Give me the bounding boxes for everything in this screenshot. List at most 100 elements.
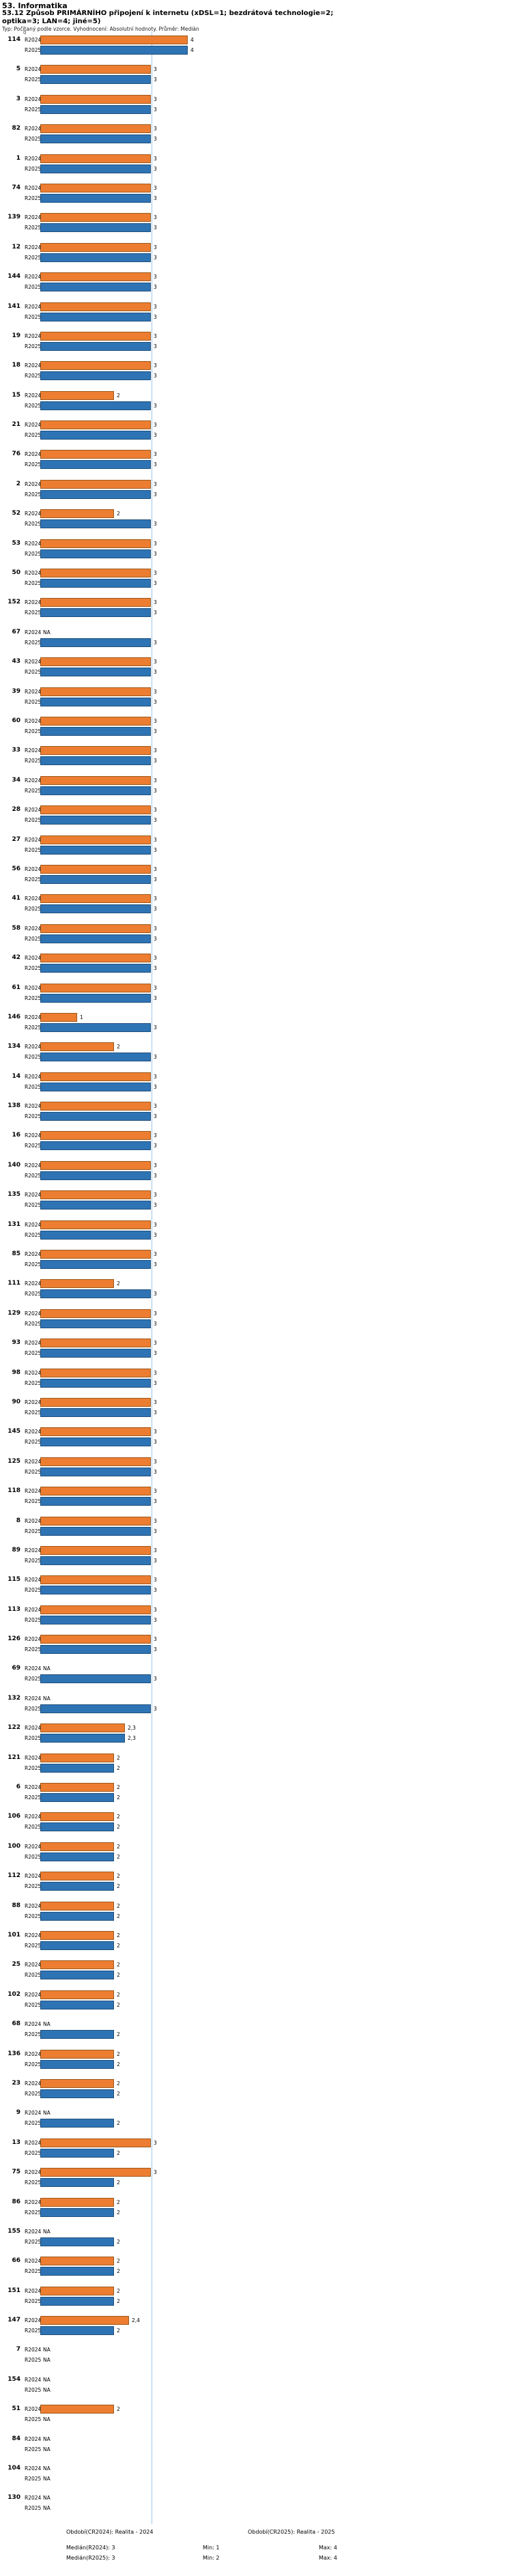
bar-r2024 [40, 1339, 151, 1348]
value-label-r2024: 3 [154, 1251, 157, 1258]
entity-bars: R2024 3 R2025 3 [22, 331, 512, 361]
bar-r2024 [40, 183, 151, 192]
bar-r2025 [40, 223, 151, 233]
bar-row-r2024: R2024 3 [22, 657, 512, 667]
bar-row-r2024: R2024 3 [22, 1072, 512, 1081]
series-label-r2024: R2024 [25, 1073, 42, 1080]
bar-r2025 [40, 1941, 114, 1950]
series-label-r2024: R2024 [25, 629, 42, 635]
bar-row-r2025: R2025 3 [22, 1319, 512, 1328]
bar-row-r2024: R2024 NA [22, 2464, 512, 2473]
series-label-r2024: R2024 [25, 37, 42, 43]
value-label-r2025: 3 [154, 787, 157, 794]
bar-r2025 [40, 1230, 151, 1240]
bar-row-r2025: R2025 NA [22, 2504, 512, 2513]
entity-label: 118 [8, 1487, 20, 1495]
value-label-r2024: 3 [154, 1606, 157, 1613]
series-label-r2025: R2025 [25, 373, 42, 380]
series-label-r2024: R2024 [25, 2406, 42, 2413]
bar-r2025 [40, 1674, 151, 1684]
value-label-r2025: 3 [154, 994, 157, 1001]
value-label-r2025: 2 [117, 2238, 120, 2245]
entity-label: 134 [8, 1043, 20, 1050]
bar-r2025 [40, 816, 151, 825]
value-label-r2025: 3 [154, 1291, 157, 1298]
bar-row-r2025: R2025 2 [22, 2148, 512, 2158]
bar-row-r2025: R2025 3 [22, 608, 512, 618]
bar-row-r2024: R2024 3 [22, 124, 512, 134]
value-label-r2025: 3 [154, 195, 157, 201]
series-label-r2025: R2025 [25, 1113, 42, 1120]
entity-label: 69 [12, 1665, 20, 1672]
entity-row: 145 R2024 3 R2025 3 [0, 1427, 512, 1457]
bar-r2024 [40, 2257, 114, 2266]
value-label-r2024: 3 [154, 274, 157, 281]
bar-r2024 [40, 1753, 114, 1762]
entity-bars: R2024 NA R2025 NA [22, 2493, 512, 2523]
series-label-r2024: R2024 [25, 1280, 42, 1287]
series-label-r2024: R2024 [25, 2050, 42, 2057]
entity-label: 23 [12, 2079, 20, 2087]
entity-row: 39 R2024 3 R2025 3 [0, 687, 512, 717]
entity-label: 41 [12, 895, 20, 902]
bar-r2025 [40, 1822, 114, 1832]
bar-r2024 [40, 1575, 151, 1585]
bar-row-r2025: R2025 3 [22, 283, 512, 292]
series-label-r2025: R2025 [25, 136, 42, 143]
bar-r2025 [40, 1407, 151, 1417]
bar-row-r2025: R2025 3 [22, 1645, 512, 1655]
bar-r2025 [40, 1467, 151, 1476]
value-label-r2024: 3 [154, 540, 157, 547]
bar-row-r2024: R2024 3 [22, 1545, 512, 1555]
bar-r2024 [40, 687, 151, 696]
bar-r2025 [40, 579, 151, 588]
bar-row-r2024: R2024 3 [22, 94, 512, 104]
bar-row-r2024: R2024 3 [22, 1457, 512, 1466]
series-label-r2025: R2025 [25, 1972, 42, 1979]
bar-row-r2025: R2025 2 [22, 1882, 512, 1891]
series-label-r2025: R2025 [25, 2209, 42, 2216]
value-label-r2025: 3 [154, 1705, 157, 1712]
value-label-r2024: NA [43, 2021, 51, 2028]
bar-r2025 [40, 312, 151, 321]
bar-row-r2024: R2024 3 [22, 746, 512, 756]
series-label-r2024: R2024 [25, 984, 42, 991]
bar-row-r2025: R2025 3 [22, 756, 512, 766]
bar-r2024 [40, 2316, 129, 2325]
entity-bars: R2024 3 R2025 3 [22, 1635, 512, 1664]
question-title: 53.12 Způsob PRIMÁRNÍHO připojení k inte… [2, 10, 334, 25]
bar-r2025 [40, 283, 151, 292]
value-label-r2025: 3 [154, 343, 157, 349]
entity-bars: R2024 3 R2025 3 [22, 302, 512, 332]
entity-bars: R2024 3 R2025 3 [22, 1487, 512, 1516]
value-label-r2024: 3 [154, 807, 157, 814]
series-label-r2025: R2025 [25, 461, 42, 468]
entity-bars: R2024 3 R2025 3 [22, 272, 512, 302]
bar-r2025 [40, 1141, 151, 1151]
bar-r2024 [40, 539, 151, 548]
series-label-r2024: R2024 [25, 865, 42, 872]
series-label-r2025: R2025 [25, 817, 42, 824]
value-label-r2024: 3 [154, 1429, 157, 1435]
entity-bars: R2024 3 R2025 3 [22, 1160, 512, 1190]
bar-r2024 [40, 361, 151, 371]
bar-r2024 [40, 864, 151, 874]
bar-r2025 [40, 134, 151, 144]
bar-r2025 [40, 2326, 114, 2336]
entity-label: 68 [12, 2020, 20, 2028]
bar-r2024 [40, 1812, 114, 1822]
bar-r2025 [40, 2178, 114, 2188]
entity-label: 33 [12, 747, 20, 754]
bar-row-r2024: R2024 3 [22, 450, 512, 459]
series-label-r2025: R2025 [25, 846, 42, 853]
entity-bars: R2024 3 R2025 3 [22, 1545, 512, 1575]
value-label-r2024: 3 [154, 688, 157, 695]
series-label-r2025: R2025 [25, 2386, 42, 2393]
series-label-r2024: R2024 [25, 955, 42, 962]
entity-label: 67 [12, 628, 20, 635]
series-label-r2025: R2025 [25, 1646, 42, 1653]
entity-label: 146 [8, 1013, 20, 1020]
value-label-r2025: 2 [117, 2031, 120, 2038]
series-label-r2025: R2025 [25, 876, 42, 883]
value-label-r2024: 3 [154, 2139, 157, 2146]
